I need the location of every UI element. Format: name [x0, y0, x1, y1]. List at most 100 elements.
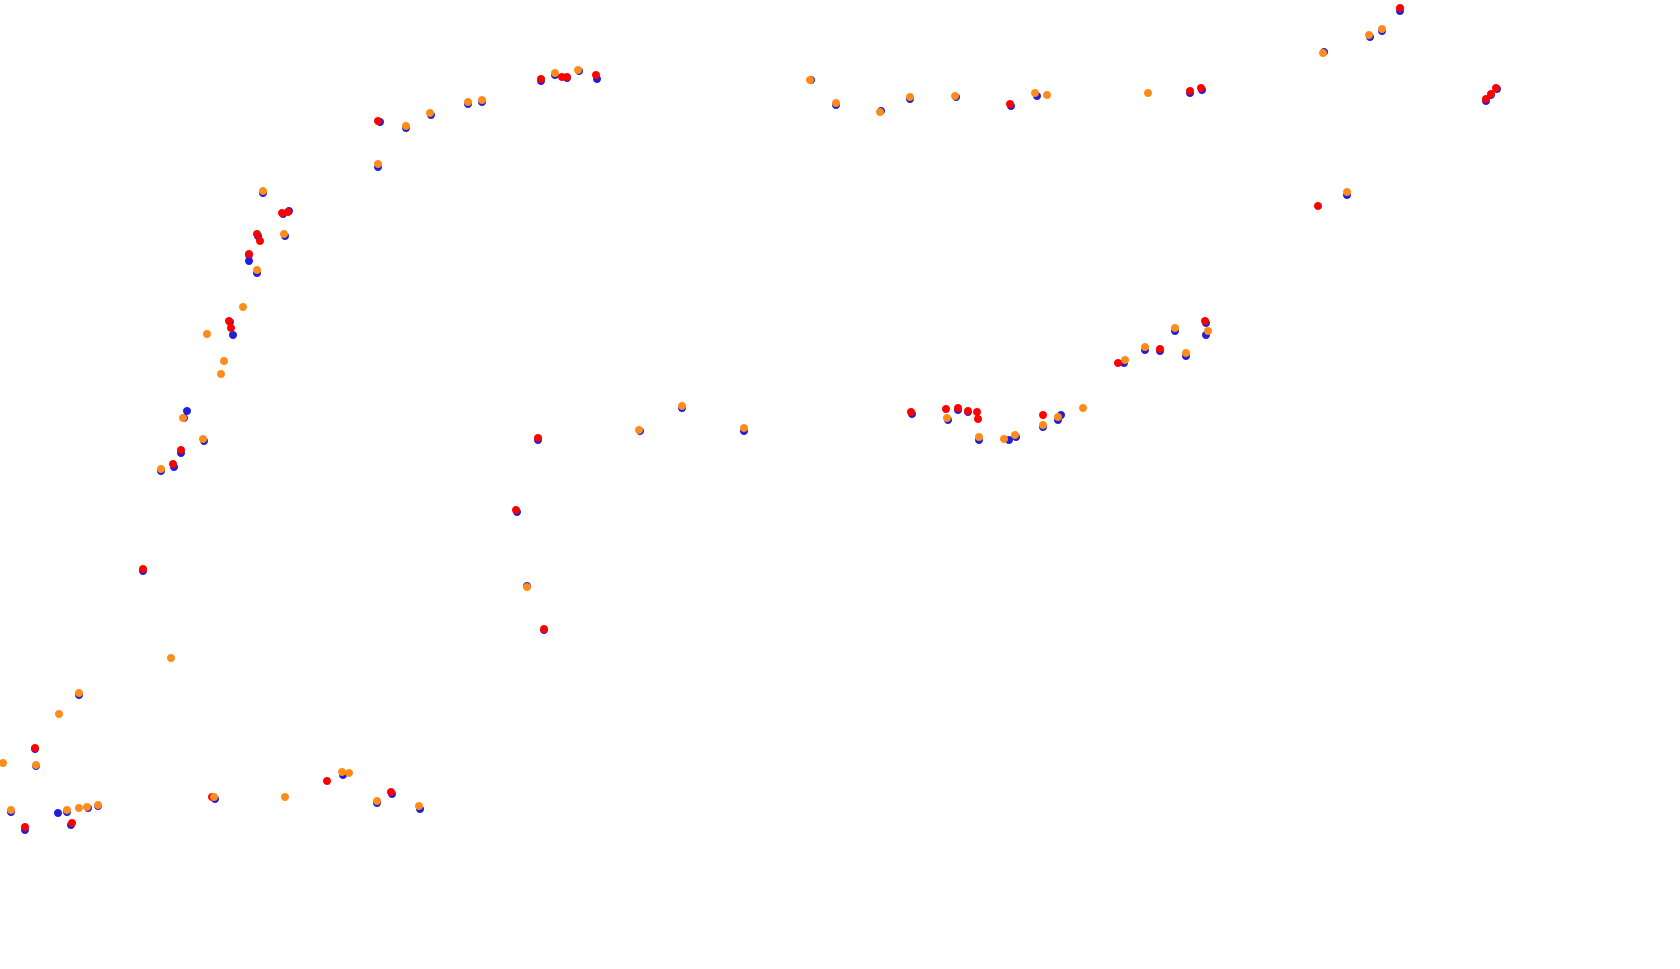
scatter-point-s1-38: [1396, 4, 1404, 12]
scatter-point-s1-4: [169, 460, 177, 468]
scatter-point-s1-3: [139, 565, 147, 573]
scatter-point-s2-28: [426, 109, 434, 117]
scatter-point-s0-15: [183, 407, 191, 415]
scatter-point-s1-35: [1197, 84, 1205, 92]
scatter-point-s2-17: [239, 303, 247, 311]
scatter-point-s2-8: [94, 801, 102, 809]
scatter-point-s2-14: [210, 793, 218, 801]
scatter-point-s1-28: [973, 408, 981, 416]
scatter-point-s2-32: [551, 69, 559, 77]
scatter-point-s2-29: [464, 98, 472, 106]
scatter-point-s1-7: [225, 317, 233, 325]
scatter-point-s2-57: [1319, 49, 1327, 57]
scatter-point-s2-37: [806, 76, 814, 84]
scatter-point-s1-26: [954, 404, 962, 412]
scatter-point-s2-54: [1171, 324, 1179, 332]
scatter-point-s1-23: [592, 71, 600, 79]
scatter-point-s2-2: [32, 761, 40, 769]
scatter-point-s1-14: [323, 777, 331, 785]
scatter-point-s1-37: [1314, 202, 1322, 210]
scatter-point-s2-21: [281, 793, 289, 801]
scatter-point-s2-3: [55, 710, 63, 718]
scatter-point-s2-58: [1343, 188, 1351, 196]
scatter-point-s2-53: [1144, 89, 1152, 97]
scatter-point-s2-42: [951, 92, 959, 100]
scatter-point-s1-0: [21, 823, 29, 831]
scatter-point-s2-5: [75, 689, 83, 697]
series-layer: [0, 4, 1501, 834]
scatter-point-s2-52: [1141, 343, 1149, 351]
scatter-point-s2-23: [345, 769, 353, 777]
scatter-point-s1-17: [512, 506, 520, 514]
scatter-point-s1-33: [1156, 345, 1164, 353]
scatter-point-s2-49: [1054, 413, 1062, 421]
scatter-point-s2-40: [906, 93, 914, 101]
scatter-point-s2-56: [1204, 327, 1212, 335]
scatter-point-s1-32: [1114, 359, 1122, 367]
scatter-point-s2-48: [1043, 91, 1051, 99]
scatter-point-s1-27: [964, 407, 972, 415]
scatter-point-s1-10: [253, 230, 261, 238]
scatter-point-s2-36: [740, 424, 748, 432]
scatter-point-s1-36: [1201, 317, 1209, 325]
scatter-point-s2-30: [478, 96, 486, 104]
scatter-point-s1-31: [1039, 411, 1047, 419]
scatter-point-s2-47: [1039, 421, 1047, 429]
scatter-point-s2-12: [199, 435, 207, 443]
scatter-point-s2-46: [1031, 89, 1039, 97]
scatter-point-s2-31: [523, 583, 531, 591]
scatter-point-s1-18: [534, 434, 542, 442]
scatter-point-s1-25: [942, 405, 950, 413]
scatter-point-s2-9: [157, 465, 165, 473]
scatter-point-s2-18: [253, 266, 261, 274]
scatter-point-s1-15: [374, 117, 382, 125]
scatter-point-s2-55: [1182, 349, 1190, 357]
scatter-point-s2-6: [75, 804, 83, 812]
scatter-point-s1-13: [284, 208, 292, 216]
scatter-point-s1-30: [1006, 100, 1014, 108]
scatter-point-s0-4: [54, 809, 62, 817]
scatter-point-s2-41: [943, 414, 951, 422]
scatter-point-s2-15: [217, 370, 225, 378]
scatter-point-s2-0: [0, 759, 7, 767]
scatter-point-s2-35: [678, 402, 686, 410]
scatter-point-s1-41: [1492, 84, 1500, 92]
scatter-point-s1-2: [68, 819, 76, 827]
scatter-point-s2-59: [1365, 31, 1373, 39]
scatter-point-s2-25: [374, 160, 382, 168]
series-1: [21, 4, 1500, 831]
scatter-point-s2-22: [338, 768, 346, 776]
scatter-point-s2-51: [1121, 356, 1129, 364]
scatter-point-s2-43: [975, 433, 983, 441]
scatter-point-s2-20: [280, 230, 288, 238]
scatter-point-s1-16: [387, 788, 395, 796]
scatter-point-s1-24: [907, 408, 915, 416]
scatter-point-s1-9: [245, 250, 253, 258]
scatter-point-s1-20: [540, 625, 548, 633]
scatter-point-s2-39: [876, 108, 884, 116]
scatter-point-s2-19: [259, 187, 267, 195]
scatter-point-s2-26: [402, 122, 410, 130]
scatter-point-s2-1: [7, 806, 15, 814]
scatter-point-s2-34: [635, 426, 643, 434]
scatter-point-s2-10: [167, 654, 175, 662]
scatter-point-s2-16: [220, 357, 228, 365]
scatter-point-s1-34: [1186, 87, 1194, 95]
scatter-point-s2-38: [832, 99, 840, 107]
scatter-point-s1-8: [227, 324, 235, 332]
scatter-point-s2-24: [373, 797, 381, 805]
scatter-point-s2-44: [1000, 435, 1008, 443]
scatter-point-s1-29: [974, 415, 982, 423]
scatter-point-s2-13: [203, 330, 211, 338]
scatter-point-s1-12: [278, 209, 286, 217]
scatter-point-s2-27: [415, 802, 423, 810]
scatter-point-s1-11: [256, 237, 264, 245]
scatter-point-s1-1: [31, 744, 39, 752]
scatter-point-s2-11: [179, 414, 187, 422]
scatter-point-s2-33: [574, 66, 582, 74]
scatter-point-s2-45: [1011, 431, 1019, 439]
scatter-point-s2-4: [63, 806, 71, 814]
scatter-point-s2-7: [83, 803, 91, 811]
